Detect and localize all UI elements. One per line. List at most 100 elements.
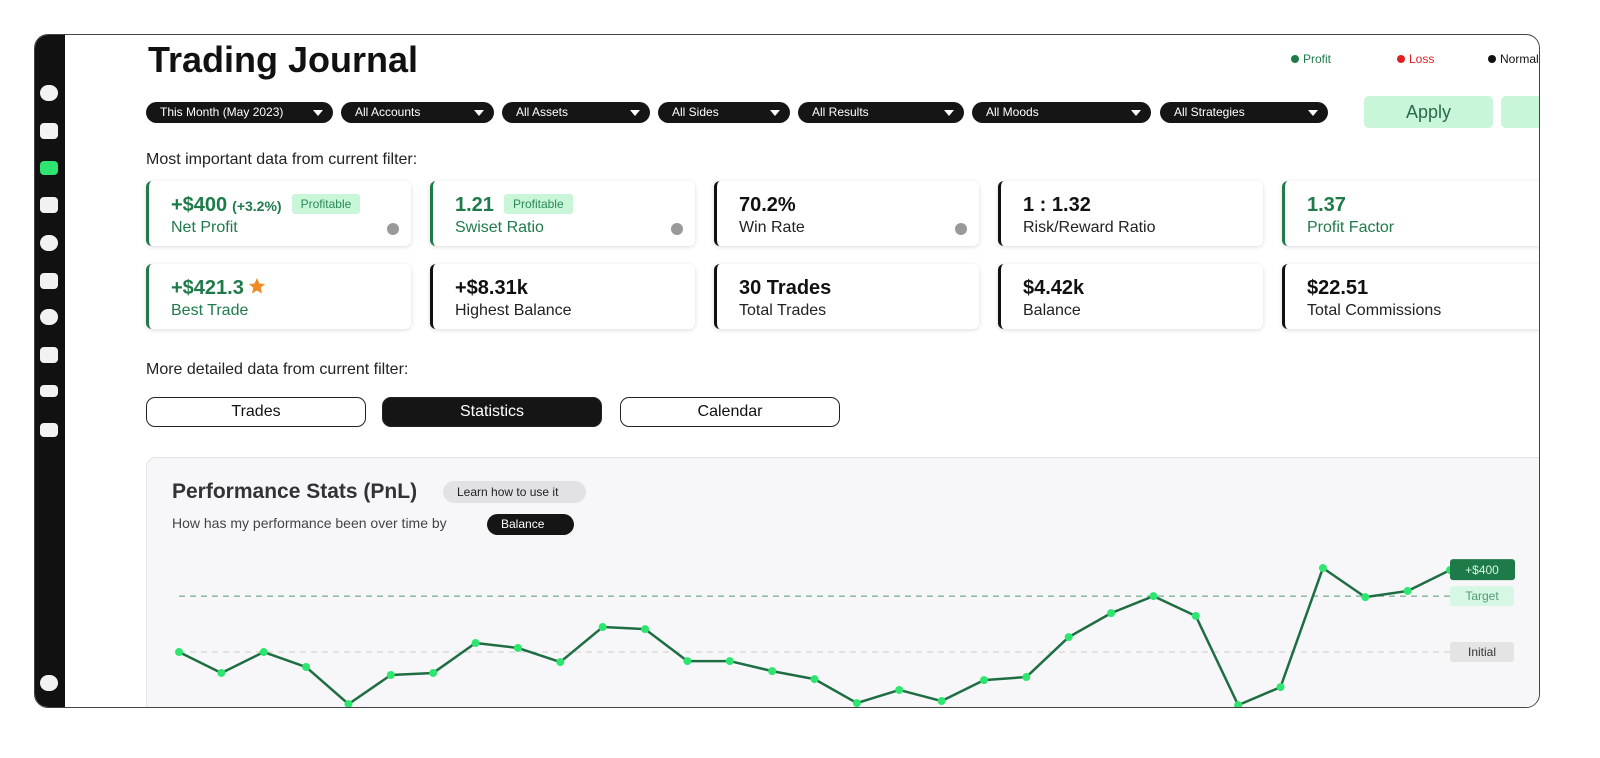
stat-card: 70.2% Win Rate — [714, 181, 979, 246]
app-window: Trading Journal Profit Loss Normal This Mont… — [34, 34, 1540, 708]
stat-card: +$8.31k Highest Balance — [430, 264, 695, 329]
filter-label: All Sides — [672, 105, 719, 119]
pnl-point — [1149, 592, 1158, 601]
pnl-point — [302, 663, 311, 672]
launch-icon[interactable] — [40, 675, 58, 691]
stat-card: 1.21 Profitable Swiset Ratio — [430, 181, 695, 246]
reference-tag — [1450, 642, 1514, 663]
stat-value: 70.2% — [739, 194, 796, 217]
journal-icon[interactable] — [40, 161, 58, 175]
stat-value: 1.21 Profitable — [455, 194, 573, 217]
legend-label: Normal — [1500, 52, 1539, 66]
pnl-point — [344, 700, 353, 707]
info-icon[interactable] — [671, 223, 683, 235]
stat-number: +$8.31k — [455, 277, 528, 299]
pnl-point — [556, 658, 565, 667]
reports-icon[interactable] — [40, 273, 58, 289]
filter-dropdown[interactable]: All Assets — [502, 102, 650, 123]
legend-dot — [1488, 55, 1496, 63]
stat-label: Highest Balance — [455, 302, 572, 319]
stat-number: 30 Trades — [739, 277, 832, 299]
end-tag — [1450, 559, 1515, 581]
caret — [1308, 110, 1318, 116]
pnl-point — [386, 671, 395, 680]
calendar-icon[interactable] — [40, 197, 58, 213]
pnl-point — [429, 668, 438, 677]
legend-item: Normal — [1488, 52, 1539, 66]
stat-card: +$421.3 Best Trade — [146, 264, 411, 329]
stat-badge: Profitable — [503, 194, 573, 214]
pnl-point — [852, 699, 861, 707]
trophy-icon[interactable] — [40, 347, 58, 363]
pnl-point — [1318, 564, 1327, 573]
tab[interactable]: Statistics — [382, 397, 602, 427]
pnl-point — [895, 685, 904, 694]
info-icon[interactable] — [387, 223, 399, 235]
legend-dot — [1397, 55, 1405, 63]
tab[interactable]: Calendar — [620, 397, 840, 427]
pnl-point — [175, 648, 183, 657]
stat-value: $22.51 — [1307, 277, 1368, 300]
help-pill[interactable]: Learn how to use it — [443, 481, 587, 503]
filter-label: This Month (May 2023) — [160, 105, 284, 119]
stat-number: $22.51 — [1307, 277, 1369, 299]
pnl-point — [513, 643, 522, 652]
pnl-point — [1022, 673, 1031, 682]
stat-number: 70.2% — [739, 194, 796, 216]
stat-value: 1.37 — [1307, 194, 1346, 217]
stat-number: +$400 — [171, 194, 228, 216]
stat-value: 1 : 1.32 — [1023, 194, 1091, 217]
stat-card: +$400 (+3.2%) Profitable Net Profit — [146, 181, 411, 246]
stat-value: +$421.3 — [171, 277, 266, 300]
sidebar — [35, 35, 65, 707]
stat-label: Risk/Reward Ratio — [1023, 219, 1156, 236]
filter-dropdown[interactable]: All Strategies — [1160, 102, 1328, 123]
pnl-point — [217, 668, 226, 677]
stat-number: 1.37 — [1307, 194, 1346, 216]
filter-dropdown[interactable]: All Accounts — [341, 102, 494, 123]
pnl-point — [1403, 586, 1412, 595]
explore-icon[interactable] — [40, 123, 58, 139]
filter-dropdown[interactable]: All Sides — [658, 102, 790, 123]
selector-pill[interactable]: Balance — [487, 514, 575, 535]
filter-label: All Moods — [986, 105, 1039, 119]
star — [248, 278, 265, 294]
panel-title: Performance Stats (PnL) — [172, 480, 418, 503]
reset-button[interactable] — [1501, 96, 1539, 128]
dashboard-icon[interactable] — [40, 85, 58, 101]
legend-label: Profit — [1303, 52, 1332, 66]
pnl-point — [1234, 701, 1243, 707]
stat-card: 1 : 1.32 Risk/Reward Ratio — [998, 181, 1263, 246]
stat-label: Profit Factor — [1307, 219, 1395, 236]
brain-icon[interactable] — [40, 235, 58, 251]
stat-card: $4.42k Balance — [998, 264, 1263, 329]
filter-label: All Assets — [516, 105, 569, 119]
stat-value: $4.42k — [1023, 277, 1084, 300]
legend-item: Profit — [1291, 52, 1331, 66]
pnl-point — [1064, 633, 1073, 642]
end-label: +$400 — [1465, 563, 1499, 577]
info-icon[interactable] — [955, 223, 967, 235]
pnl-point — [1361, 593, 1370, 602]
stat-label: Balance — [1023, 302, 1081, 319]
stat-number: +$421.3 — [171, 277, 244, 299]
stat-number: $4.42k — [1023, 277, 1085, 299]
filter-dropdown[interactable]: This Month (May 2023) — [146, 102, 333, 123]
panel-subtitle: How has my performance been over time by — [172, 515, 447, 531]
filter-dropdown[interactable]: All Results — [798, 102, 964, 123]
stat-number: 1 : 1.32 — [1023, 194, 1091, 216]
filter-dropdown[interactable]: All Moods — [972, 102, 1151, 123]
pnl-point — [641, 625, 650, 634]
pnl-line — [178, 566, 1451, 707]
stat-label: Win Rate — [739, 219, 805, 236]
star-icon — [248, 278, 265, 294]
stat-label: Total Commissions — [1307, 302, 1442, 319]
section-heading: More detailed data from current filter: — [146, 361, 409, 378]
pnl-point — [598, 623, 607, 632]
community-icon[interactable] — [40, 385, 58, 397]
apply-button[interactable]: Apply — [1364, 96, 1493, 128]
tab[interactable]: Trades — [146, 397, 366, 427]
chart-icon[interactable] — [40, 423, 58, 437]
legend-label: Loss — [1409, 52, 1435, 66]
search-icon[interactable] — [40, 309, 58, 325]
